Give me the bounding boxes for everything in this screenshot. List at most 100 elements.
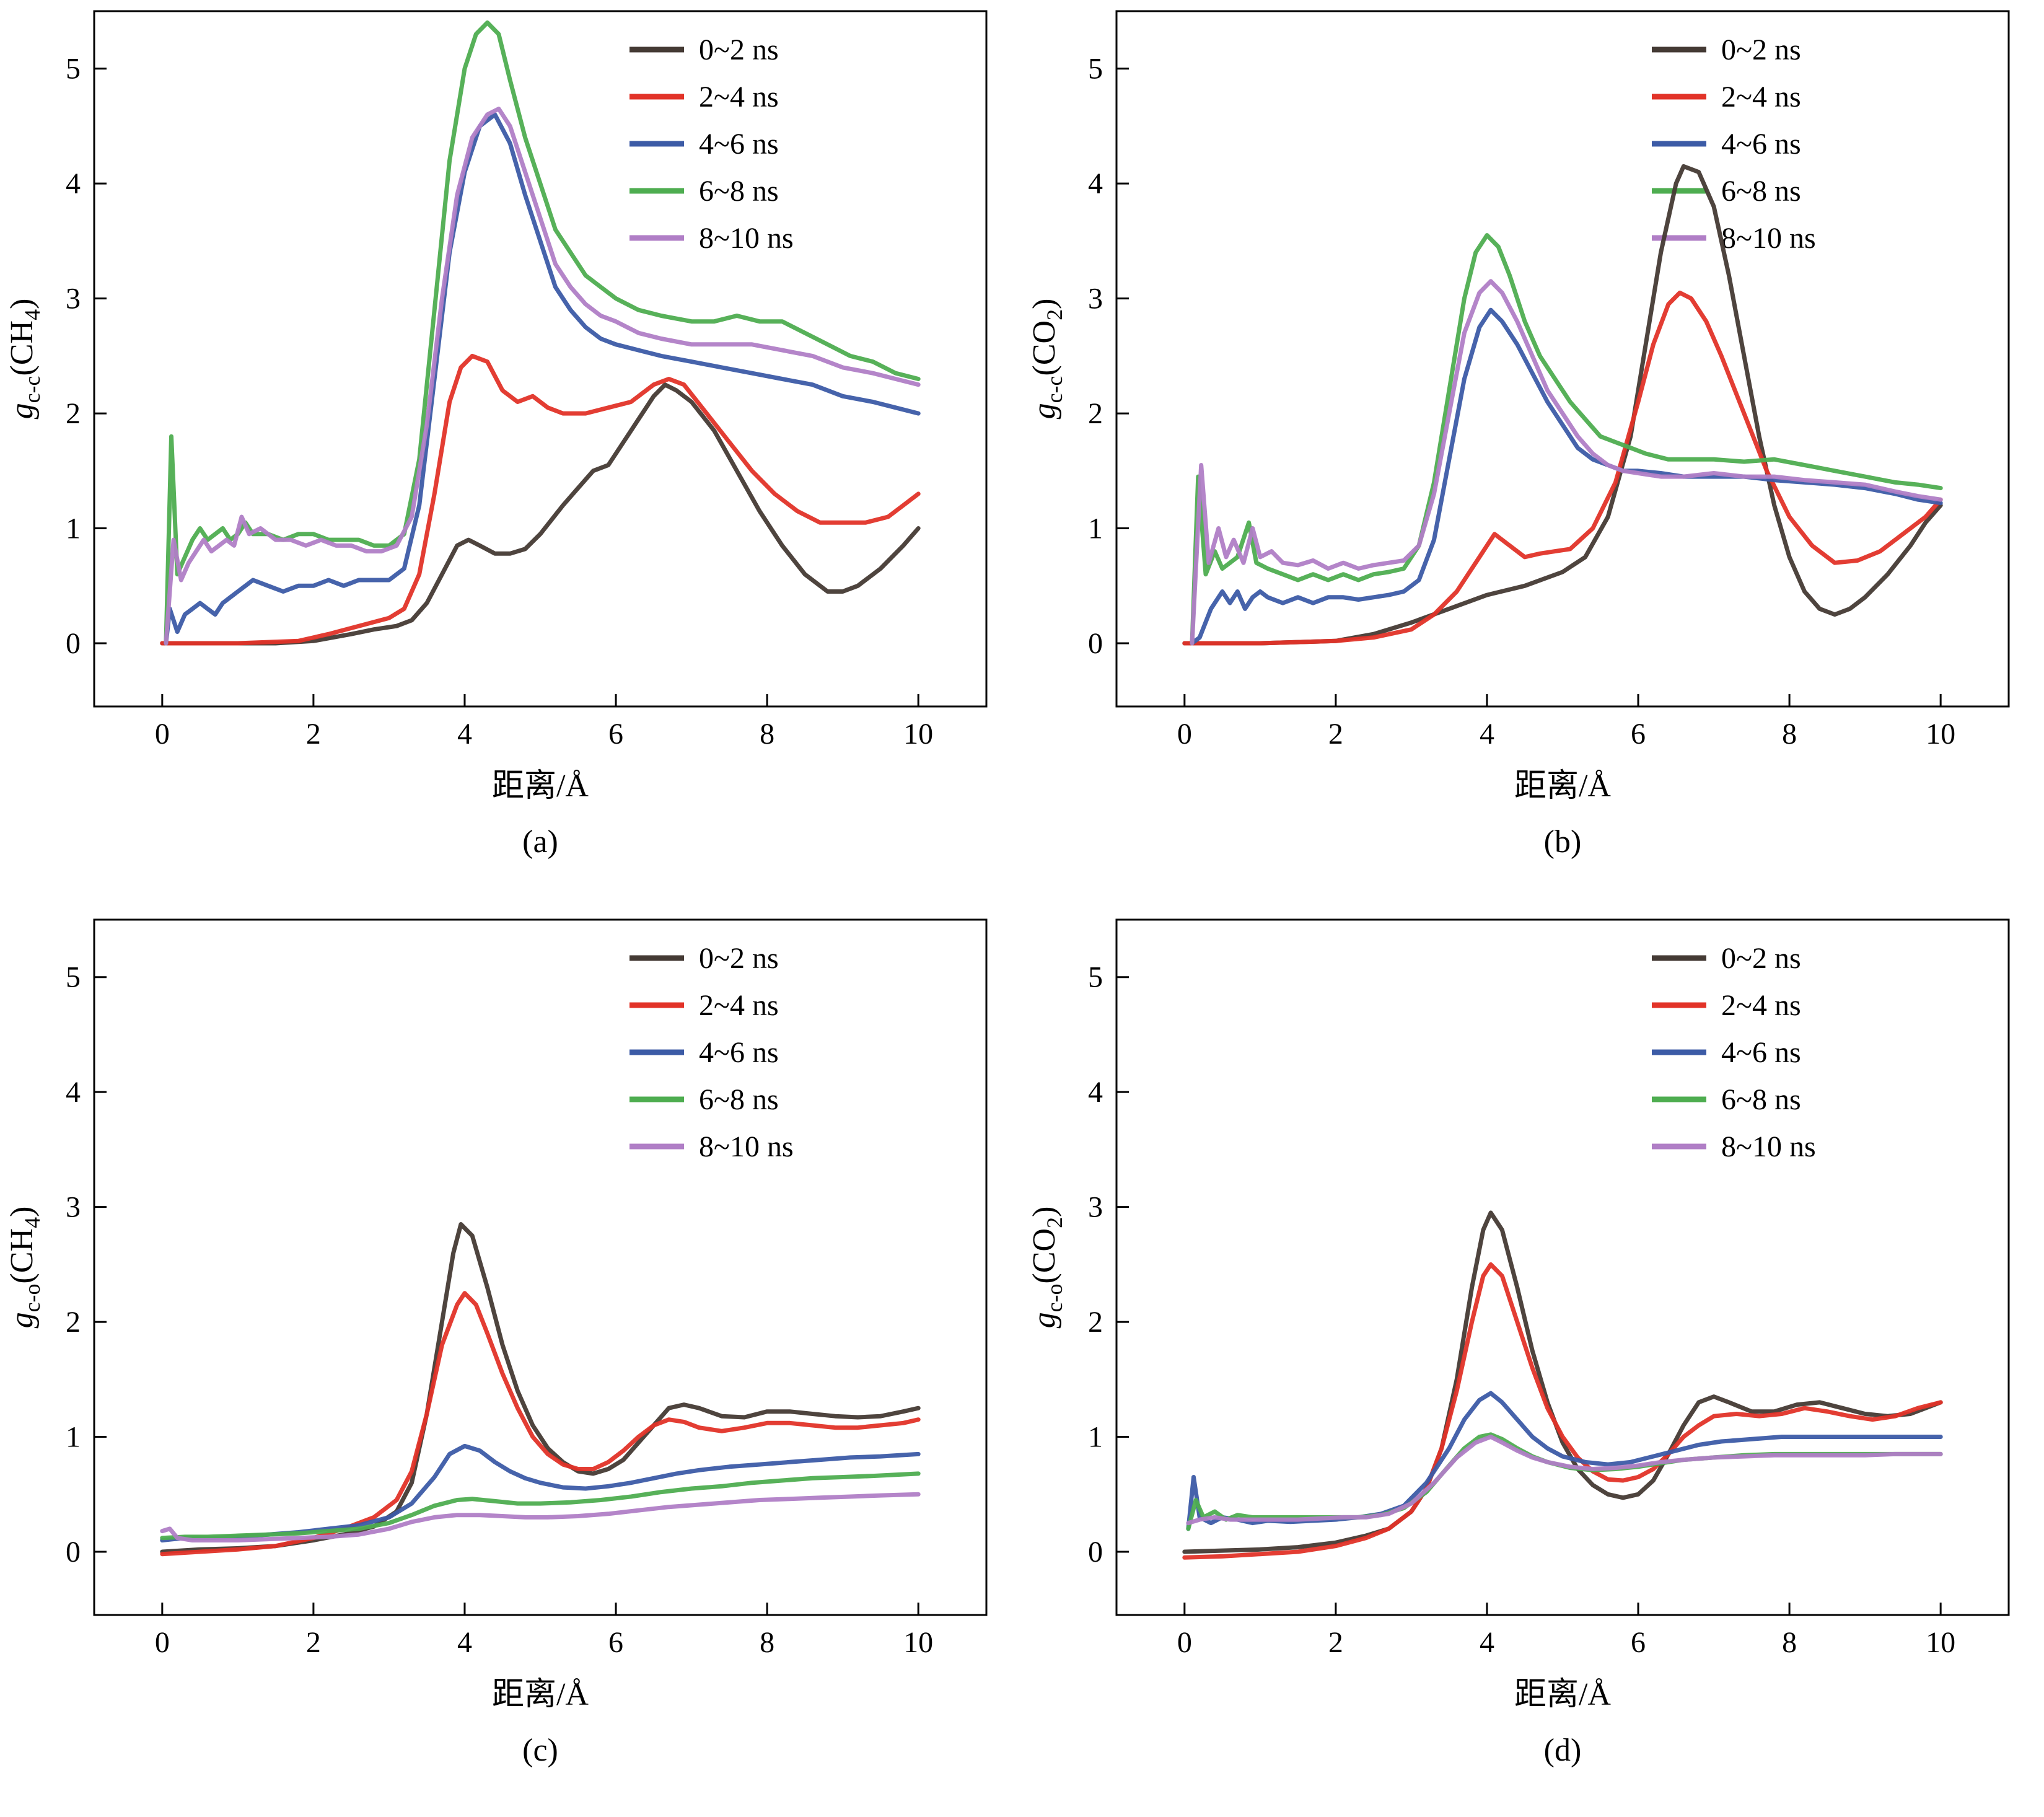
legend-label: 0~2 ns <box>1721 942 1801 975</box>
series-line <box>1190 279 1943 646</box>
x-tick-label: 4 <box>457 718 472 750</box>
x-tick-label: 0 <box>1177 718 1192 750</box>
series-line <box>164 112 921 646</box>
legend-label: 4~6 ns <box>1721 1036 1801 1069</box>
x-tick-label: 0 <box>155 1626 170 1659</box>
x-tick-label: 2 <box>1328 718 1343 750</box>
y-tick-label: 3 <box>1088 283 1103 315</box>
legend-label: 8~10 ns <box>1721 1130 1816 1163</box>
panel-d: 0 2 4 6 8 10 0 1 2 3 4 5 距离/Å (d) gc-o(CO2) 0~2 ns 2~4 n… <box>1022 909 2044 1817</box>
series-line <box>160 1291 921 1557</box>
x-tick-label: 8 <box>1782 718 1797 750</box>
x-tick-label: 2 <box>306 718 321 750</box>
series-line <box>160 1443 921 1542</box>
x-tick-label: 10 <box>903 1626 933 1659</box>
x-tick-label: 8 <box>760 718 774 750</box>
x-tick-label: 10 <box>1926 1626 1955 1659</box>
panel-b-chart: 0 2 4 6 8 10 0 1 2 3 4 5 距离/Å (b) gc-c(CO2) 0~2 ns 2~4 n… <box>1027 10 2010 860</box>
legend-label: 0~2 ns <box>699 942 779 975</box>
x-tick-label: 4 <box>1480 1626 1494 1659</box>
x-tick-label: 8 <box>760 1626 774 1659</box>
plot-frame <box>93 918 988 1616</box>
plot-frame <box>1115 10 2010 708</box>
x-tick-label: 6 <box>608 1626 623 1659</box>
panel-label: (d) <box>1544 1733 1582 1768</box>
series-line <box>1186 1435 1943 1526</box>
series-line <box>1190 233 1943 646</box>
plot-frame <box>93 10 988 708</box>
panel-a: 0 2 4 6 8 10 0 1 2 3 4 5 距离/Å (a) gc-c(CH4) 0~2 ns 2~4 n… <box>0 0 1022 909</box>
y-tick-label: 2 <box>66 1306 81 1339</box>
y-axis-label: gc-c(CH4) <box>4 299 45 420</box>
x-tick-label: 6 <box>1631 718 1646 750</box>
y-tick-label: 0 <box>66 627 81 660</box>
series-line <box>1182 1210 1943 1554</box>
panel-label: (b) <box>1544 824 1582 860</box>
y-tick-label: 1 <box>1088 1421 1103 1454</box>
legend-label: 4~6 ns <box>699 128 779 161</box>
x-tick-label: 2 <box>1328 1626 1343 1659</box>
legend-label: 2~4 ns <box>699 989 779 1022</box>
legend-label: 6~8 ns <box>699 175 779 208</box>
y-tick-label: 4 <box>66 167 81 200</box>
x-tick-label: 0 <box>155 718 170 750</box>
y-tick-label: 3 <box>66 283 81 315</box>
panel-label: (c) <box>522 1733 558 1768</box>
panel-b: 0 2 4 6 8 10 0 1 2 3 4 5 距离/Å (b) gc-c(CO2) 0~2 ns 2~4 n… <box>1022 0 2044 909</box>
legend-label: 0~2 ns <box>699 33 779 66</box>
legend-label: 8~10 ns <box>699 222 794 255</box>
x-axis-label: 距离/Å <box>492 1677 589 1712</box>
y-tick-label: 5 <box>1088 53 1103 86</box>
panel-d-chart: 0 2 4 6 8 10 0 1 2 3 4 5 距离/Å (d) gc-o(CO2) 0~2 ns 2~4 n… <box>1027 918 2010 1768</box>
x-tick-label: 10 <box>1926 718 1955 750</box>
y-tick-label: 5 <box>66 53 81 86</box>
y-tick-label: 2 <box>1088 1306 1103 1339</box>
y-tick-label: 5 <box>66 961 81 994</box>
legend-label: 8~10 ns <box>1721 222 1816 255</box>
y-tick-label: 0 <box>66 1536 81 1568</box>
x-axis-label: 距离/Å <box>1514 768 1611 804</box>
series-line <box>164 107 921 646</box>
x-tick-label: 4 <box>457 1626 472 1659</box>
panel-a-chart: 0 2 4 6 8 10 0 1 2 3 4 5 距离/Å (a) gc-c(CH4) 0~2 ns 2~4 n… <box>4 10 988 860</box>
x-tick-label: 4 <box>1480 718 1494 750</box>
y-axis-label: gc-o(CO2) <box>1027 1207 1067 1329</box>
legend-label: 8~10 ns <box>699 1130 794 1163</box>
y-axis-label: gc-c(CO2) <box>1027 299 1067 420</box>
plot-frame <box>1115 918 2010 1616</box>
y-tick-label: 3 <box>66 1191 81 1224</box>
series-line <box>1182 290 1943 646</box>
legend-label: 2~4 ns <box>699 81 779 113</box>
y-tick-label: 3 <box>1088 1191 1103 1224</box>
panel-c: 0 2 4 6 8 10 0 1 2 3 4 5 距离/Å (c) gc-o(CH4) 0~2 ns 2~4 n… <box>0 909 1022 1817</box>
y-tick-label: 0 <box>1088 1536 1103 1568</box>
series-line <box>1182 1262 1943 1560</box>
series-line <box>160 1492 921 1542</box>
series-line <box>160 382 921 646</box>
y-tick-label: 1 <box>1088 513 1103 545</box>
legend-label: 6~8 ns <box>1721 175 1801 208</box>
x-tick-label: 10 <box>903 718 933 750</box>
y-tick-label: 1 <box>66 513 81 545</box>
x-tick-label: 2 <box>306 1626 321 1659</box>
series-line <box>160 1471 921 1541</box>
legend-label: 4~6 ns <box>1721 128 1801 161</box>
legend-label: 2~4 ns <box>1721 81 1801 113</box>
y-tick-label: 2 <box>66 397 81 430</box>
y-tick-label: 4 <box>1088 167 1103 200</box>
x-tick-label: 6 <box>608 718 623 750</box>
x-axis-label: 距离/Å <box>1514 1677 1611 1712</box>
legend-label: 6~8 ns <box>1721 1083 1801 1116</box>
x-tick-label: 6 <box>1631 1626 1646 1659</box>
series-line <box>160 353 921 646</box>
legend-label: 0~2 ns <box>1721 33 1801 66</box>
panel-c-chart: 0 2 4 6 8 10 0 1 2 3 4 5 距离/Å (c) gc-o(CH4) 0~2 ns 2~4 n… <box>4 918 988 1768</box>
series-line <box>164 20 921 646</box>
series-line <box>1190 307 1943 646</box>
y-tick-label: 4 <box>66 1076 81 1109</box>
legend-label: 2~4 ns <box>1721 989 1801 1022</box>
legend-label: 6~8 ns <box>699 1083 779 1116</box>
y-tick-label: 1 <box>66 1421 81 1454</box>
